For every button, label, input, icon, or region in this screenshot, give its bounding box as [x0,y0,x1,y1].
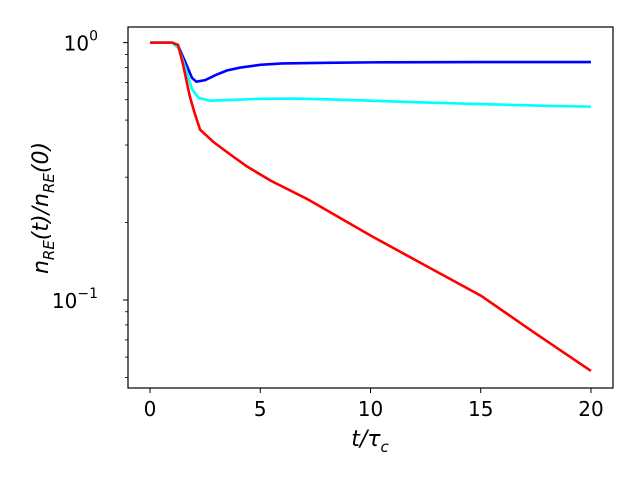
x-tick-label: 15 [468,397,493,421]
x-tick-label: 10 [358,397,383,421]
x-tick-label: 20 [578,397,603,421]
series-layer [150,41,592,373]
y-tick-label: 100 [64,29,98,56]
x-axis-ticks: 0 5 10 15 20 [144,388,604,421]
series-line-blue [150,41,591,83]
y-axis-label: nRE(t)/nRE(0) [29,142,58,274]
x-axis-label: t/τc [351,427,389,456]
x-tick-label: 5 [254,397,267,421]
y-tick-label: 10−1 [52,286,98,313]
y-axis-ticks: 100 10−1 [52,29,128,378]
x-tick-label: 0 [144,397,157,421]
series-line-red [150,41,592,373]
